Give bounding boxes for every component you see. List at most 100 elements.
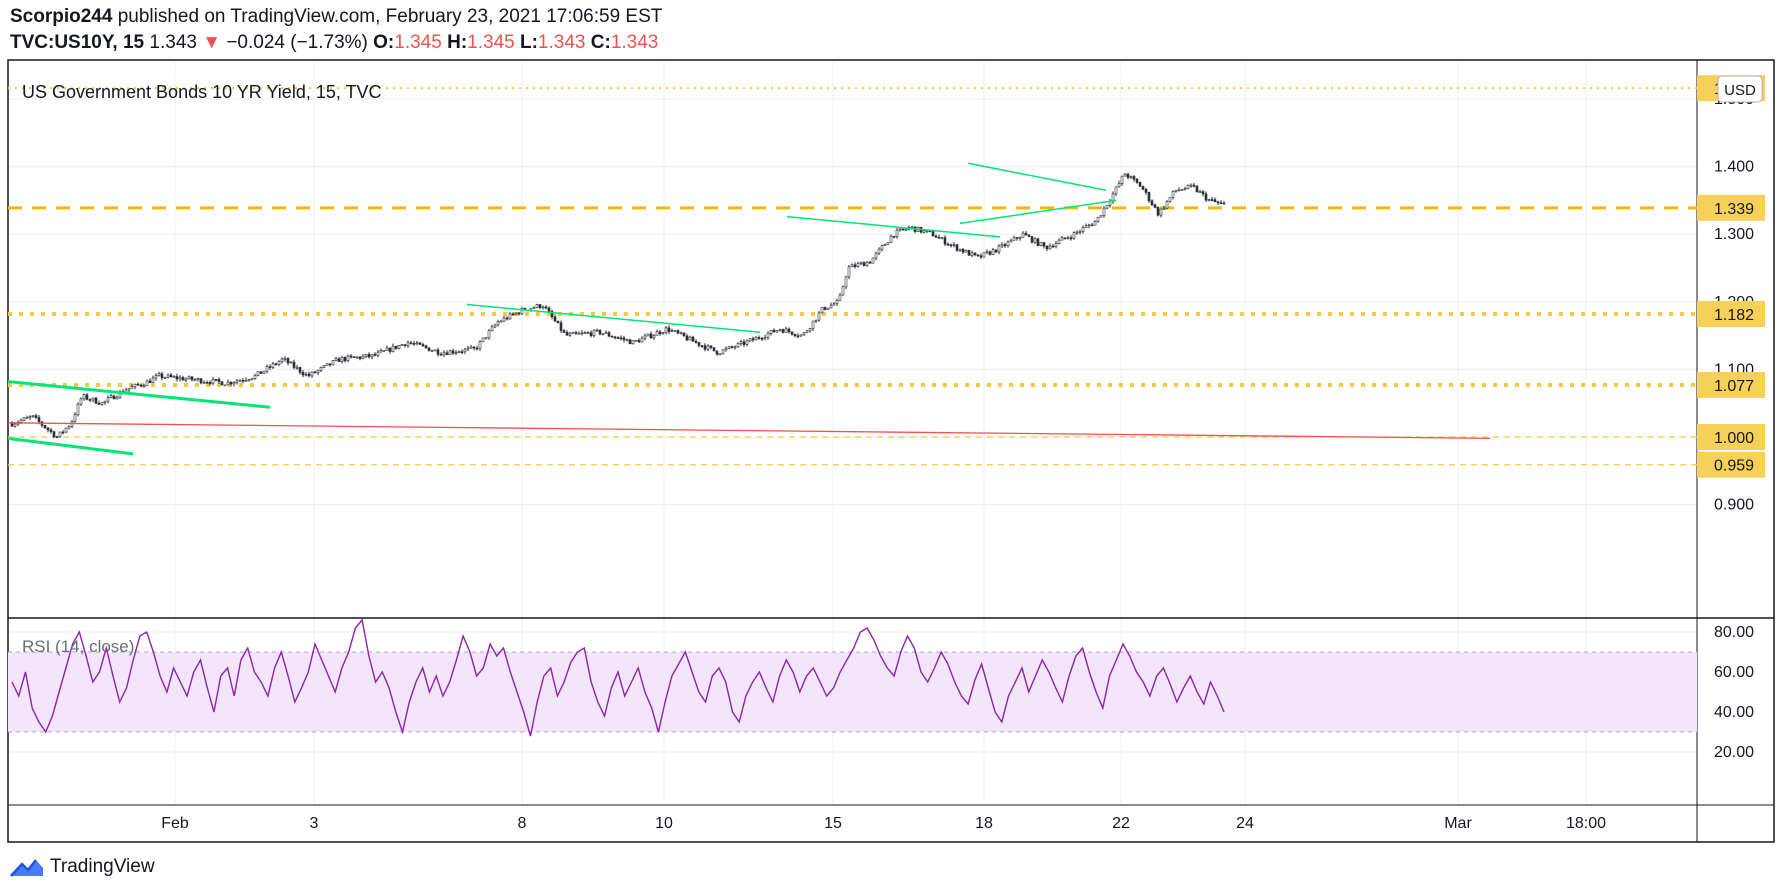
price-candle-body bbox=[754, 337, 758, 341]
down-arrow-icon: ▼ bbox=[202, 32, 222, 53]
price-candle-body bbox=[1063, 237, 1067, 240]
price-candle-body bbox=[1105, 204, 1109, 209]
price-candle-body bbox=[403, 344, 407, 347]
price-candle-body bbox=[478, 341, 482, 349]
price-candle-body bbox=[490, 326, 494, 332]
price-candle-body bbox=[877, 248, 881, 254]
price-candle-body bbox=[1027, 234, 1031, 237]
price-candle-body bbox=[136, 383, 140, 386]
price-candle-body bbox=[496, 321, 500, 326]
trendline-red bbox=[7, 422, 1491, 440]
price-candle-body bbox=[277, 361, 281, 365]
price-candle-body bbox=[361, 355, 365, 359]
price-candle-body bbox=[223, 384, 227, 387]
price-candle-body bbox=[712, 347, 716, 352]
high-value: 1.345 bbox=[467, 32, 515, 53]
price-candle-body bbox=[1192, 184, 1196, 187]
price-candle-body bbox=[1153, 204, 1157, 208]
price-candle-body bbox=[688, 336, 692, 341]
price-candle-body bbox=[85, 394, 89, 400]
price-candle-body bbox=[1117, 183, 1121, 188]
price-candle-body bbox=[1045, 245, 1049, 250]
price-candle-body bbox=[667, 327, 671, 332]
price-candle-body bbox=[169, 374, 173, 378]
price-candle-body bbox=[637, 340, 641, 343]
price-candle-body bbox=[673, 330, 677, 332]
tradingview-footer[interactable]: TradingView bbox=[10, 856, 155, 878]
price-candle-body bbox=[550, 311, 554, 318]
open-value: 1.345 bbox=[394, 32, 442, 53]
price-candle-body bbox=[532, 307, 536, 309]
price-candle-body bbox=[373, 354, 377, 356]
price-candle-body bbox=[895, 229, 899, 237]
price-candle-body bbox=[868, 261, 872, 264]
price-candle-body bbox=[127, 388, 131, 391]
time-tick-label: 24 bbox=[1236, 815, 1254, 832]
price-candle-body bbox=[319, 367, 323, 371]
price-candle-body bbox=[583, 332, 587, 334]
open-label: O: bbox=[373, 32, 395, 53]
trendline-green bbox=[7, 436, 134, 456]
price-candle-body bbox=[514, 312, 518, 315]
price-candle-body bbox=[1024, 232, 1028, 236]
price-candle-body bbox=[220, 381, 224, 386]
currency-badge[interactable]: USD bbox=[1717, 75, 1763, 103]
price-candle-body bbox=[643, 335, 647, 339]
price-candle-body bbox=[421, 344, 425, 347]
price-candle-body bbox=[343, 357, 347, 362]
price-candle-body bbox=[886, 242, 890, 245]
price-candle-body bbox=[1078, 231, 1082, 233]
price-candle-body bbox=[229, 381, 233, 385]
price-candle-body bbox=[31, 415, 35, 417]
price-candle-body bbox=[697, 342, 701, 346]
price-candle-body bbox=[310, 371, 314, 377]
price-candle-body bbox=[439, 353, 443, 356]
price-candle-body bbox=[607, 332, 611, 337]
price-candle-body bbox=[340, 357, 344, 362]
price-candle-body bbox=[412, 343, 416, 345]
price-candle-body bbox=[508, 313, 512, 320]
price-candle-body bbox=[922, 230, 926, 233]
price-candle-body bbox=[1021, 232, 1025, 238]
price-candle-body bbox=[460, 351, 464, 354]
price-candle-body bbox=[625, 339, 629, 341]
price-candle-body bbox=[955, 244, 959, 251]
price-candle-body bbox=[538, 304, 542, 309]
price-candle-body bbox=[334, 358, 338, 361]
time-tick-label: 10 bbox=[655, 815, 673, 832]
price-candle-body bbox=[1201, 191, 1205, 195]
price-candle-body bbox=[970, 252, 974, 256]
price-candle-body bbox=[283, 358, 287, 360]
author-name[interactable]: Scorpio244 bbox=[10, 6, 113, 27]
price-candle-body bbox=[1066, 237, 1070, 240]
price-candle-body bbox=[679, 332, 683, 335]
price-candle-body bbox=[214, 379, 218, 381]
price-candle-body bbox=[598, 329, 602, 335]
rsi-band bbox=[8, 652, 1697, 732]
time-tick-label: Mar bbox=[1444, 815, 1472, 832]
price-candle-body bbox=[655, 331, 659, 336]
price-candle-body bbox=[154, 375, 158, 379]
price-candle-body bbox=[1003, 244, 1007, 247]
price-candle-body bbox=[64, 427, 68, 433]
price-candle-body bbox=[892, 235, 896, 238]
level-label-bg bbox=[1697, 194, 1765, 221]
price-tick-label: 0.900 bbox=[1714, 497, 1754, 514]
price-candle-body bbox=[172, 376, 176, 378]
price-candle-body bbox=[193, 379, 197, 381]
price-candle-body bbox=[802, 332, 806, 336]
price-candle-body bbox=[502, 317, 506, 322]
price-candle-body bbox=[613, 336, 617, 339]
price-candle-body bbox=[790, 331, 794, 335]
price-candle-body bbox=[850, 264, 854, 268]
price-candle-body bbox=[139, 384, 143, 387]
price-candle-body bbox=[106, 397, 110, 402]
price-candle-body bbox=[181, 377, 185, 381]
price-candle-body bbox=[418, 342, 422, 345]
price-candle-body bbox=[682, 332, 686, 337]
currency-label: USD bbox=[1724, 82, 1756, 99]
price-candle-body bbox=[445, 352, 449, 355]
price-candle-body bbox=[880, 245, 884, 250]
price-candle-body bbox=[91, 397, 95, 401]
